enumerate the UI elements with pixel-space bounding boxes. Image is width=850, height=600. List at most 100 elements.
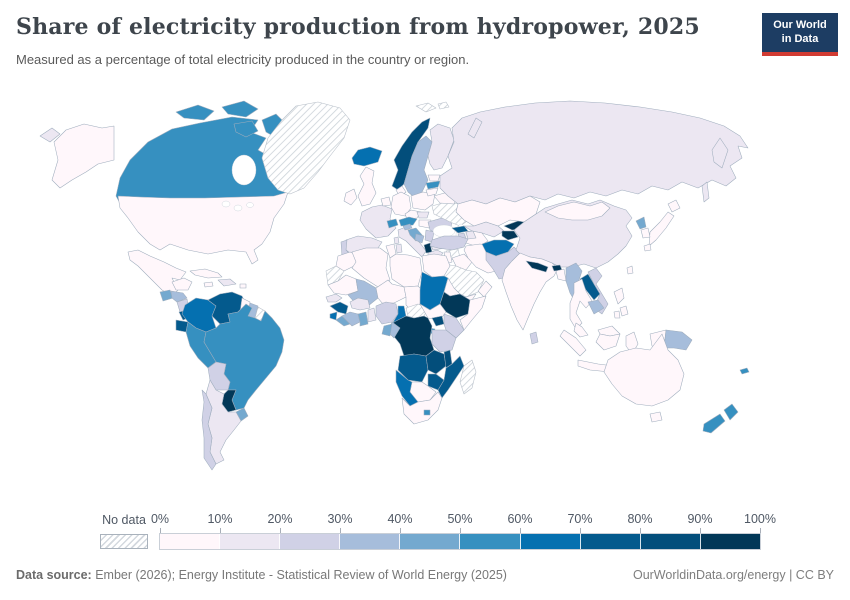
country-uganda[interactable] bbox=[431, 315, 445, 327]
country-benelux[interactable] bbox=[380, 196, 392, 207]
legend-bin-20-30[interactable] bbox=[280, 534, 341, 549]
country-philippines-luzon[interactable] bbox=[613, 287, 625, 305]
country-zambia[interactable] bbox=[425, 349, 447, 375]
country-switzerland[interactable] bbox=[386, 218, 399, 229]
country-guinea[interactable] bbox=[329, 301, 349, 315]
country-japan-hokkaido[interactable] bbox=[667, 199, 681, 213]
country-tajikistan[interactable] bbox=[501, 230, 519, 241]
country-latvia[interactable] bbox=[425, 180, 441, 190]
country-indonesia-sumatra[interactable] bbox=[559, 329, 587, 357]
country-cuba[interactable] bbox=[189, 268, 223, 279]
country-ghana[interactable] bbox=[357, 311, 369, 327]
legend-bin-30-40[interactable] bbox=[340, 534, 401, 549]
country-sierra-leone[interactable] bbox=[329, 311, 338, 321]
country-philippines-3[interactable] bbox=[613, 310, 621, 319]
country-nepal[interactable] bbox=[525, 260, 549, 273]
country-greenland[interactable] bbox=[261, 101, 351, 195]
country-ireland[interactable] bbox=[343, 188, 358, 206]
country-alaska[interactable] bbox=[51, 123, 115, 189]
country-nigeria[interactable] bbox=[375, 301, 399, 325]
country-slovakia[interactable] bbox=[416, 211, 430, 219]
country-iraq[interactable] bbox=[451, 253, 473, 271]
country-oman[interactable] bbox=[477, 280, 493, 298]
country-svalbard[interactable] bbox=[415, 102, 437, 113]
country-chile[interactable] bbox=[201, 389, 217, 471]
country-chukotka-fragment[interactable] bbox=[39, 127, 61, 143]
country-libya[interactable] bbox=[389, 253, 423, 288]
country-malaysia[interactable] bbox=[573, 322, 589, 338]
country-corsica[interactable] bbox=[393, 236, 400, 245]
country-portugal[interactable] bbox=[340, 239, 351, 257]
country-honduras[interactable] bbox=[170, 290, 188, 303]
country-angola[interactable] bbox=[397, 353, 429, 383]
country-taiwan[interactable] bbox=[626, 265, 634, 275]
license-link[interactable]: CC BY bbox=[795, 568, 834, 582]
country-madagascar[interactable] bbox=[459, 359, 477, 395]
country-somalia[interactable] bbox=[459, 295, 487, 331]
country-philippines-2[interactable] bbox=[619, 305, 629, 317]
legend-bin-80-90[interactable] bbox=[640, 534, 701, 549]
country-puerto-rico[interactable] bbox=[239, 283, 247, 289]
owid-logo[interactable]: Our World in Data bbox=[762, 13, 838, 56]
country-mongolia[interactable] bbox=[544, 201, 611, 221]
country-jamaica[interactable] bbox=[203, 281, 214, 288]
country-sardinia[interactable] bbox=[395, 243, 403, 254]
country-egypt[interactable] bbox=[421, 253, 451, 278]
country-united-states[interactable] bbox=[117, 191, 289, 265]
country-japan-honshu[interactable] bbox=[648, 211, 675, 247]
country-sakhalin[interactable] bbox=[701, 181, 710, 203]
country-indonesia-borneo[interactable] bbox=[595, 333, 621, 351]
country-germany[interactable] bbox=[390, 191, 412, 217]
country-georgia[interactable] bbox=[451, 225, 469, 234]
country-azerbaijan[interactable] bbox=[465, 230, 477, 240]
country-bosnia[interactable] bbox=[414, 233, 425, 244]
country-canada-arctic1[interactable] bbox=[175, 104, 215, 121]
country-thailand[interactable] bbox=[569, 278, 593, 330]
world-choropleth-map[interactable] bbox=[0, 90, 850, 510]
country-cambodia[interactable] bbox=[587, 299, 605, 315]
country-algeria[interactable] bbox=[351, 247, 391, 288]
country-hispaniola[interactable] bbox=[217, 278, 237, 287]
country-slovenia[interactable] bbox=[402, 223, 413, 231]
country-dr-congo[interactable] bbox=[391, 315, 435, 357]
country-france[interactable] bbox=[359, 204, 397, 239]
country-mexico[interactable] bbox=[127, 249, 187, 297]
country-gabon[interactable] bbox=[381, 323, 393, 337]
legend-bin-70-80[interactable] bbox=[580, 534, 641, 549]
country-mexico-yucatan[interactable] bbox=[171, 277, 193, 291]
country-fiji[interactable] bbox=[739, 367, 750, 375]
legend-bin-60-70[interactable] bbox=[520, 534, 581, 549]
country-zimbabwe[interactable] bbox=[427, 373, 445, 391]
country-lithuania[interactable] bbox=[425, 187, 439, 197]
country-canada-arctic2[interactable] bbox=[221, 100, 259, 118]
legend-bin-50-60[interactable] bbox=[460, 534, 521, 549]
country-burkina-faso[interactable] bbox=[349, 297, 371, 311]
country-novaya-zemlya[interactable] bbox=[467, 117, 483, 139]
country-papua-new-guinea[interactable] bbox=[663, 329, 693, 351]
country-austria[interactable] bbox=[398, 216, 418, 227]
country-south-africa[interactable] bbox=[401, 391, 443, 425]
country-sri-lanka[interactable] bbox=[529, 331, 539, 345]
country-tasmania[interactable] bbox=[649, 411, 663, 423]
country-western-sahara[interactable] bbox=[325, 265, 345, 286]
country-turkey[interactable] bbox=[429, 235, 469, 251]
country-poland[interactable] bbox=[410, 191, 436, 211]
country-senegal[interactable] bbox=[325, 293, 343, 303]
country-canada-victoria[interactable] bbox=[233, 120, 259, 138]
country-russia[interactable] bbox=[439, 100, 749, 205]
country-kamchatka[interactable] bbox=[711, 137, 729, 169]
country-japan-kyushu[interactable] bbox=[643, 243, 652, 252]
country-new-zealand-south[interactable] bbox=[702, 413, 726, 434]
country-north-korea[interactable] bbox=[635, 216, 647, 230]
country-lesotho[interactable] bbox=[423, 409, 431, 416]
legend-bin-0-10[interactable] bbox=[160, 534, 221, 549]
country-united-kingdom[interactable] bbox=[357, 166, 377, 207]
country-svalbard-2[interactable] bbox=[437, 101, 450, 110]
country-china[interactable] bbox=[513, 199, 633, 269]
country-india[interactable] bbox=[501, 252, 559, 331]
country-australia[interactable] bbox=[603, 333, 685, 407]
country-iceland[interactable] bbox=[351, 146, 383, 167]
owid-link[interactable]: OurWorldinData.org/energy bbox=[632, 568, 786, 582]
legend-bin-90-100[interactable] bbox=[700, 534, 760, 549]
country-estonia[interactable] bbox=[427, 174, 441, 182]
